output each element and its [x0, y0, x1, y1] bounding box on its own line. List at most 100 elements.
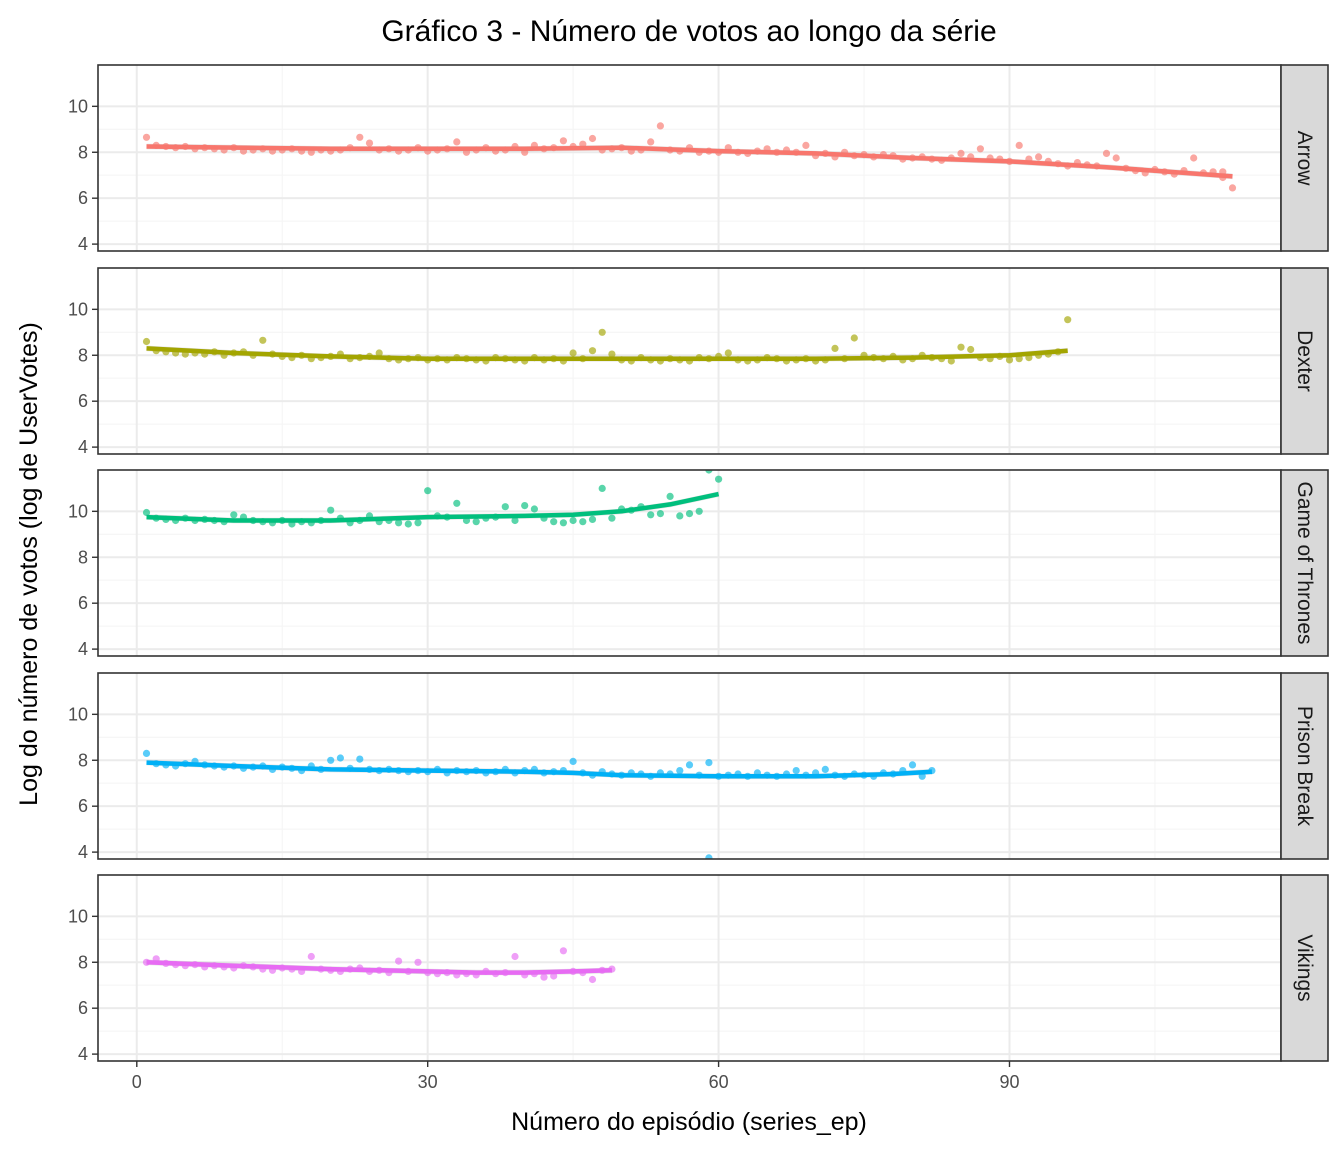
- data-point: [142, 749, 151, 758]
- x-axis-title: Número do episódio (series_ep): [511, 1108, 867, 1136]
- y-tick-label: 8: [78, 952, 88, 972]
- data-point: [957, 149, 965, 157]
- data-point: [588, 975, 597, 984]
- data-point: [501, 503, 509, 511]
- data-point: [365, 139, 374, 147]
- data-point: [598, 328, 606, 336]
- data-point: [705, 470, 713, 474]
- data-point: [967, 345, 975, 354]
- data-point: [908, 761, 917, 769]
- data-point: [472, 518, 480, 526]
- panel-dexter: 4 6 8 10 Dexter: [68, 267, 1329, 457]
- y-tick-label: 4: [78, 842, 88, 862]
- y-tick-label: 4: [78, 234, 88, 254]
- panel-data: [142, 122, 1237, 192]
- data-point: [976, 145, 985, 153]
- data-point: [414, 519, 422, 527]
- panel-data: [142, 749, 936, 859]
- y-tick-label: 10: [68, 906, 88, 926]
- y-axis-title: Log do número de votos (log de UserVotes…: [15, 322, 43, 806]
- data-point: [569, 349, 577, 357]
- smooth-line: [146, 960, 612, 975]
- data-point: [588, 134, 597, 143]
- data-point: [1228, 184, 1237, 192]
- facet-panels: 4 6 8 10 Arrow 4 6 8 10 Dexter 4 6 8 10 Game of Throne…: [68, 64, 1329, 1064]
- data-point: [695, 507, 703, 515]
- facet-strip: [1280, 267, 1329, 455]
- data-point: [259, 336, 267, 344]
- data-point: [647, 511, 655, 519]
- data-point: [1015, 141, 1023, 149]
- smooth-line: [146, 760, 933, 779]
- data-point: [1005, 356, 1014, 364]
- data-point: [1112, 154, 1120, 162]
- y-tick-label: 4: [78, 1044, 88, 1064]
- chart-title: Gráfico 3 - Número de votos ao longo da …: [381, 15, 996, 48]
- data-point: [608, 514, 616, 522]
- data-point: [588, 347, 597, 355]
- data-point: [511, 516, 519, 525]
- y-tick-label: 10: [68, 704, 88, 724]
- data-point: [356, 133, 364, 141]
- y-tick-label: 10: [68, 96, 88, 116]
- panel-background: [98, 65, 1281, 251]
- panel-data: [142, 470, 723, 528]
- data-point: [327, 756, 335, 764]
- y-tick-label: 6: [78, 391, 88, 411]
- data-point: [685, 509, 694, 518]
- data-point: [142, 133, 151, 141]
- data-point: [685, 761, 694, 769]
- data-point: [821, 765, 829, 774]
- facet-strip: [1280, 672, 1329, 860]
- data-point: [579, 518, 587, 526]
- data-point: [1190, 154, 1198, 162]
- data-point: [142, 337, 151, 346]
- facet-strip-label: Arrow: [1293, 131, 1316, 187]
- data-point: [521, 502, 529, 510]
- data-point: [647, 138, 655, 146]
- data-point: [559, 137, 568, 145]
- data-point: [559, 519, 568, 527]
- data-point: [550, 518, 558, 526]
- y-tick-label: 8: [78, 750, 88, 770]
- data-point: [511, 952, 519, 961]
- data-point: [666, 492, 674, 500]
- x-tick-label: 90: [999, 1072, 1019, 1092]
- data-point: [608, 350, 616, 358]
- facet-strip: [1280, 64, 1329, 252]
- x-axis: 0 30 60 90: [132, 1061, 1020, 1092]
- data-point: [957, 343, 965, 351]
- data-point: [569, 757, 577, 766]
- data-point: [1102, 149, 1111, 157]
- data-point: [307, 952, 315, 961]
- data-point: [656, 122, 665, 130]
- data-point: [540, 973, 548, 981]
- data-point: [327, 506, 335, 514]
- y-tick-label: 6: [78, 796, 88, 816]
- panel-data: [142, 316, 1072, 365]
- data-point: [1035, 153, 1043, 161]
- data-point: [831, 344, 839, 352]
- data-point: [792, 767, 800, 775]
- data-point: [559, 947, 568, 955]
- data-point: [414, 958, 422, 966]
- y-tick-label: 8: [78, 547, 88, 567]
- data-point: [656, 509, 665, 518]
- data-point: [802, 141, 810, 149]
- data-point: [569, 516, 577, 525]
- y-tick-label: 4: [78, 639, 88, 659]
- data-point: [142, 508, 151, 517]
- data-point: [676, 512, 684, 520]
- facet-strip-label: Dexter: [1293, 330, 1316, 392]
- y-tick-label: 8: [78, 142, 88, 162]
- smooth-line: [146, 144, 1233, 179]
- y-tick-label: 10: [68, 299, 88, 319]
- data-point: [850, 334, 858, 342]
- x-tick-label: 60: [709, 1072, 729, 1092]
- panel-vikings: 4 6 8 10 Vikings: [68, 874, 1329, 1064]
- data-point: [395, 957, 403, 965]
- data-point: [947, 357, 955, 365]
- data-point: [676, 767, 684, 775]
- data-point: [530, 505, 539, 513]
